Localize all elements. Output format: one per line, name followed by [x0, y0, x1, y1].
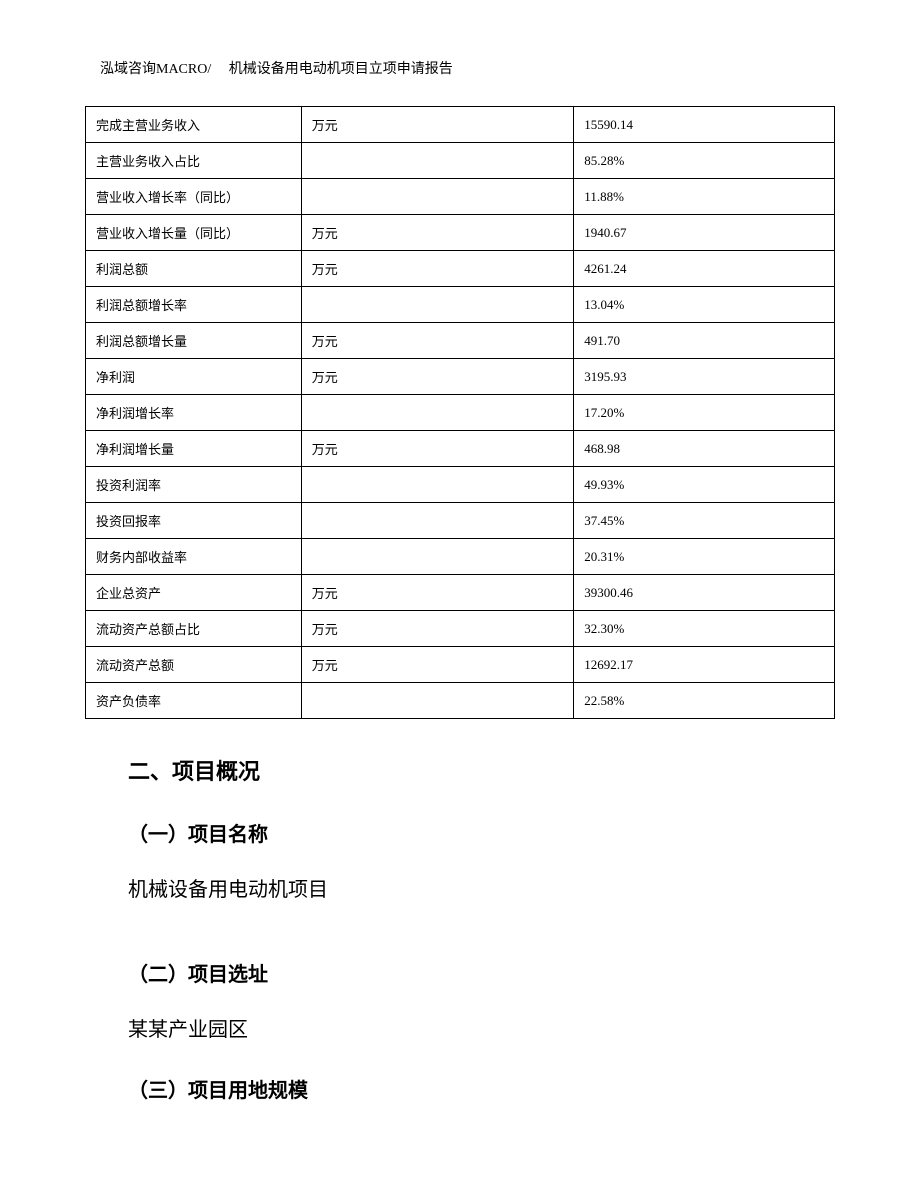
row-unit: 万元 — [301, 215, 574, 251]
row-unit: 万元 — [301, 359, 574, 395]
row-label: 利润总额增长率 — [86, 287, 302, 323]
row-value: 49.93% — [574, 467, 835, 503]
row-unit: 万元 — [301, 251, 574, 287]
table-row: 净利润万元3195.93 — [86, 359, 835, 395]
table-row: 资产负债率 22.58% — [86, 683, 835, 719]
table-row: 利润总额万元4261.24 — [86, 251, 835, 287]
row-label: 企业总资产 — [86, 575, 302, 611]
header-text: 泓域咨询MACRO/ 机械设备用电动机项目立项申请报告 — [100, 62, 453, 77]
row-label: 营业收入增长量（同比） — [86, 215, 302, 251]
row-label: 投资回报率 — [86, 503, 302, 539]
table-row: 营业收入增长率（同比） 11.88% — [86, 179, 835, 215]
table-row: 主营业务收入占比 85.28% — [86, 143, 835, 179]
row-label: 利润总额增长量 — [86, 323, 302, 359]
subsection-2-heading: （二）项目选址 — [128, 958, 788, 987]
subsection-3-heading: （三）项目用地规模 — [128, 1074, 788, 1103]
table-row: 利润总额增长率 13.04% — [86, 287, 835, 323]
row-label: 营业收入增长率（同比） — [86, 179, 302, 215]
row-value: 32.30% — [574, 611, 835, 647]
subsection-1-heading: （一）项目名称 — [128, 818, 788, 847]
row-value: 12692.17 — [574, 647, 835, 683]
row-value: 85.28% — [574, 143, 835, 179]
section-2-heading: 二、项目概况 — [128, 754, 788, 786]
row-value: 22.58% — [574, 683, 835, 719]
row-value: 3195.93 — [574, 359, 835, 395]
row-unit — [301, 539, 574, 575]
row-unit — [301, 395, 574, 431]
row-value: 11.88% — [574, 179, 835, 215]
row-label: 主营业务收入占比 — [86, 143, 302, 179]
subsection-1-body: 机械设备用电动机项目 — [128, 873, 788, 902]
table-row: 利润总额增长量万元491.70 — [86, 323, 835, 359]
table-row: 流动资产总额占比万元32.30% — [86, 611, 835, 647]
row-value: 37.45% — [574, 503, 835, 539]
row-label: 资产负债率 — [86, 683, 302, 719]
financial-table: 完成主营业务收入万元15590.14主营业务收入占比85.28%营业收入增长率（… — [85, 106, 835, 719]
row-value: 491.70 — [574, 323, 835, 359]
row-unit — [301, 287, 574, 323]
row-value: 20.31% — [574, 539, 835, 575]
row-label: 利润总额 — [86, 251, 302, 287]
row-unit — [301, 467, 574, 503]
table-row: 完成主营业务收入万元15590.14 — [86, 107, 835, 143]
row-unit — [301, 179, 574, 215]
row-value: 17.20% — [574, 395, 835, 431]
row-unit: 万元 — [301, 575, 574, 611]
row-unit — [301, 683, 574, 719]
row-unit: 万元 — [301, 611, 574, 647]
row-label: 投资利润率 — [86, 467, 302, 503]
row-value: 15590.14 — [574, 107, 835, 143]
row-value: 13.04% — [574, 287, 835, 323]
table-row: 投资回报率 37.45% — [86, 503, 835, 539]
row-unit: 万元 — [301, 323, 574, 359]
row-value: 39300.46 — [574, 575, 835, 611]
table-row: 投资利润率 49.93% — [86, 467, 835, 503]
subsection-2-body: 某某产业园区 — [128, 1013, 788, 1042]
row-label: 净利润增长量 — [86, 431, 302, 467]
row-label: 完成主营业务收入 — [86, 107, 302, 143]
row-unit — [301, 143, 574, 179]
row-label: 流动资产总额 — [86, 647, 302, 683]
row-value: 4261.24 — [574, 251, 835, 287]
table-row: 企业总资产万元39300.46 — [86, 575, 835, 611]
row-label: 财务内部收益率 — [86, 539, 302, 575]
table-row: 净利润增长率 17.20% — [86, 395, 835, 431]
row-label: 净利润增长率 — [86, 395, 302, 431]
table-row: 净利润增长量万元468.98 — [86, 431, 835, 467]
row-value: 468.98 — [574, 431, 835, 467]
financial-table-container: 完成主营业务收入万元15590.14主营业务收入占比85.28%营业收入增长率（… — [85, 106, 835, 719]
document-header: 泓域咨询MACRO/ 机械设备用电动机项目立项申请报告 — [100, 58, 453, 78]
row-unit — [301, 503, 574, 539]
row-value: 1940.67 — [574, 215, 835, 251]
row-unit: 万元 — [301, 107, 574, 143]
document-content: 二、项目概况 （一）项目名称 机械设备用电动机项目 （二）项目选址 某某产业园区… — [128, 720, 788, 1103]
table-row: 财务内部收益率 20.31% — [86, 539, 835, 575]
table-row: 流动资产总额万元12692.17 — [86, 647, 835, 683]
row-unit: 万元 — [301, 647, 574, 683]
row-label: 净利润 — [86, 359, 302, 395]
row-label: 流动资产总额占比 — [86, 611, 302, 647]
row-unit: 万元 — [301, 431, 574, 467]
table-row: 营业收入增长量（同比）万元1940.67 — [86, 215, 835, 251]
